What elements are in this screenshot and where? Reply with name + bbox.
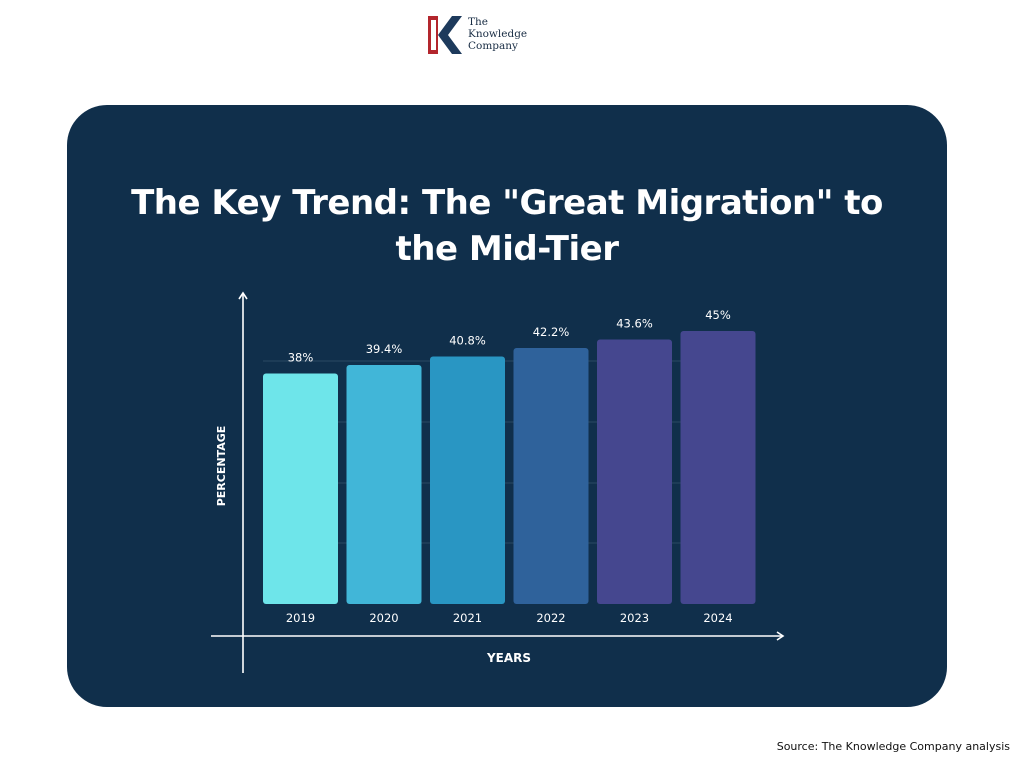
value-label-2019: 38%: [288, 350, 314, 364]
category-label-2023: 2023: [620, 611, 649, 625]
chart-title: The Key Trend: The "Great Migration" to t…: [67, 180, 947, 272]
value-label-2022: 42.2%: [533, 325, 570, 339]
x-axis-title: YEARS: [486, 651, 531, 665]
logo-line-3: Company: [468, 40, 518, 52]
category-label-2019: 2019: [286, 611, 315, 625]
category-label-2020: 2020: [369, 611, 398, 625]
value-label-2021: 40.8%: [449, 333, 486, 347]
category-label-2024: 2024: [703, 611, 732, 625]
bar-2021: [430, 356, 505, 604]
logo-line-1: The: [468, 16, 488, 28]
company-logo: The Knowledge Company: [428, 16, 548, 54]
x-axis-arrow-icon: [776, 631, 785, 641]
category-label-2022: 2022: [536, 611, 565, 625]
value-label-2020: 39.4%: [366, 342, 403, 356]
logo-line-2: Knowledge: [468, 28, 528, 40]
chart-title-line-2: the Mid-Tier: [395, 229, 619, 269]
bar-2022: [513, 347, 589, 604]
value-label-2023: 43.6%: [616, 316, 653, 330]
source-note: Source: The Knowledge Company analysis: [776, 740, 1010, 753]
logo-wordmark: The Knowledge Company: [468, 16, 527, 52]
y-axis-title: PERCENTAGE: [215, 426, 228, 507]
bar-2023: [597, 339, 672, 604]
chart-title-line-1: The Key Trend: The "Great Migration" to: [131, 183, 883, 223]
bar-2019: [263, 373, 338, 604]
knowledge-company-logo-icon: [428, 16, 462, 54]
logo-bar-white: [431, 20, 436, 50]
logo-chevron-navy: [438, 16, 462, 54]
bar-2020: [346, 364, 422, 604]
chart-card: The Key Trend: The "Great Migration" to t…: [67, 105, 947, 707]
bar-2024: [680, 331, 756, 604]
bar-chart: 38% 2019 39.4% 2020 40.8% 2021 42.2% 2022 43.6% 2…: [211, 291, 785, 673]
value-label-2024: 45%: [705, 308, 731, 322]
y-axis-arrow-icon: [238, 291, 248, 300]
category-label-2021: 2021: [453, 611, 482, 625]
